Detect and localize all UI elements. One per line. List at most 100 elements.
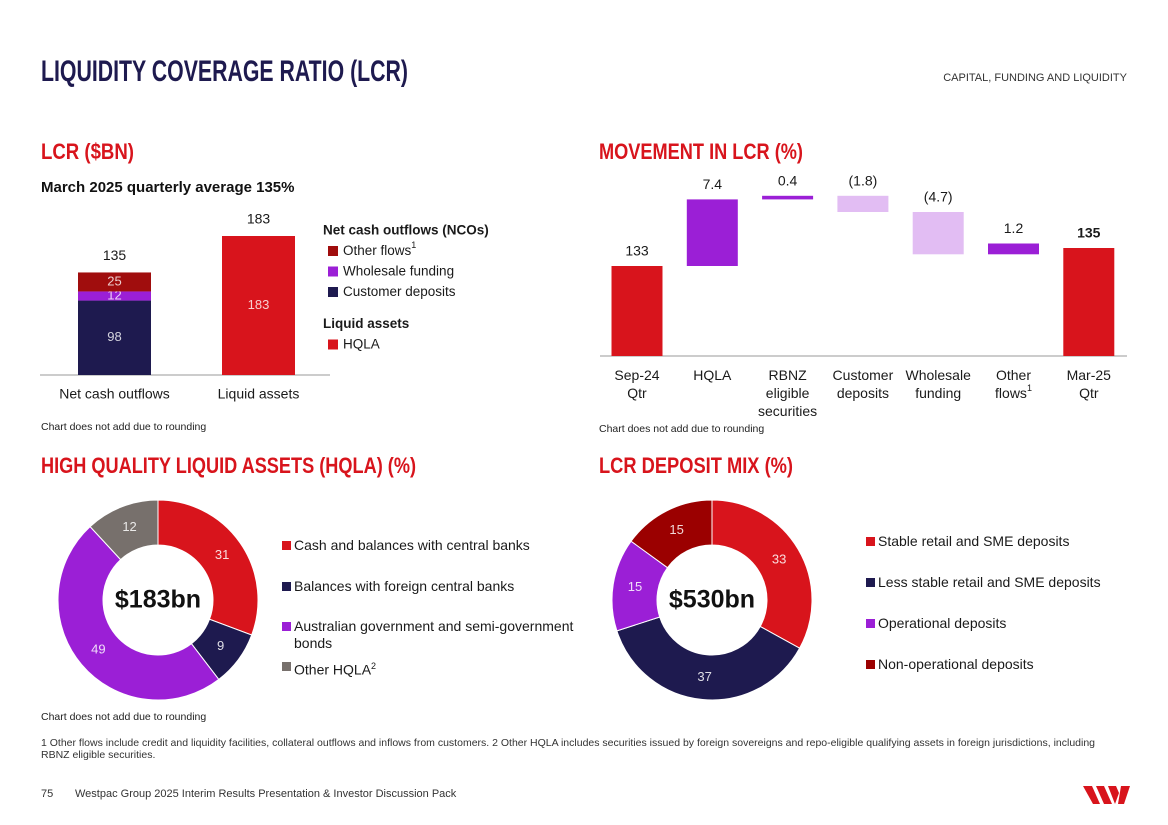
legend-swatch [328,287,338,297]
legend-label: Non-operational deposits [878,656,1034,672]
legend-item: Less stable retail and SME deposits [866,574,1168,591]
legend-swatch [328,266,338,277]
value-label: (1.8) [849,173,878,189]
x-tick-label: RBNZ eligible securities [758,367,817,419]
legend-item: Other HQLA2 [282,658,594,679]
legend-label: HQLA [343,336,380,351]
footer-text: Westpac Group 2025 Interim Results Prese… [75,788,457,800]
donut-slice [711,499,813,649]
x-tick-word: flows [995,385,1027,401]
value-label: 135 [1077,225,1101,241]
x-tick-word: Wholesale [906,367,972,383]
x-tick-word: Qtr [627,385,647,401]
legend-name: Other flows [343,243,412,258]
legend-label: Customer deposits [343,284,456,299]
legend-swatch [866,660,875,669]
legend-name: Customer deposits [343,284,456,299]
donut-slice [89,499,159,561]
chart-note: Chart does not add due to rounding [41,421,206,433]
segment-label: 25 [107,273,121,288]
x-tick-label: HQLA [693,367,732,383]
legend-label: Other flows1 [343,240,416,257]
donut-slice [157,499,259,636]
chart-note: Chart does not add due to rounding [41,711,206,723]
chart-title: LCR DEPOSIT MIX (%) [599,453,793,478]
bar [988,243,1039,255]
x-tick-word: Qtr [1079,385,1099,401]
value-label: 133 [625,243,649,259]
chart-title: HIGH QUALITY LIQUID ASSETS (HQLA) (%) [41,453,416,478]
chart-title: MOVEMENT IN LCR (%) [599,139,803,164]
legend-item: Stable retail and SME deposits [866,533,1168,550]
page-title: LIQUIDITY COVERAGE RATIO (LCR) [41,55,408,88]
legend-swatch [328,246,338,256]
legend-title: Net cash outflows (NCOs) [323,223,489,238]
superscript: 1 [411,240,416,250]
legend-item: Balances with foreign central banks [282,578,594,595]
legend-swatch [282,582,291,591]
donut-slice [630,499,713,569]
x-tick-label: Mar-25 Qtr [1067,367,1112,401]
x-tick-label: Liquid assets [218,386,300,402]
slice-label: 37 [697,669,711,684]
legend-swatch [282,662,291,671]
x-tick-word: Sep-24 [614,367,659,383]
legend-name: HQLA [343,336,380,351]
legend-label: Other HQLA [294,661,372,678]
segment-label: 98 [107,329,121,344]
chart-note: Chart does not add due to rounding [599,423,764,435]
value-label: (4.7) [924,189,953,205]
donut-slice [57,525,220,701]
legend-name: Wholesale funding [343,263,454,278]
legend-item: Cash and balances with central banks [282,537,594,554]
x-tick-word: Customer [833,367,894,383]
bar [1063,248,1115,356]
legend-swatch [328,339,338,350]
slice-label: 31 [215,547,229,562]
x-tick-label: Wholesale funding [906,367,972,401]
total-label: 183 [247,211,271,227]
legend-swatch [282,622,291,631]
legend-item: Australian government and semi-governmen… [282,618,584,652]
legend-label: Wholesale funding [343,263,454,278]
superscript: 2 [371,661,377,671]
superscript: 1 [1027,383,1032,393]
bar-segment [78,300,151,375]
center-label: $183bn [115,586,201,614]
x-tick-label: Other flows1 [995,367,1032,401]
legend-label: Stable retail and SME deposits [878,533,1070,549]
chart-subtitle: March 2025 quarterly average 135% [41,179,294,196]
legend-swatch [866,619,875,628]
total-label: 135 [103,247,127,263]
x-tick-word: RBNZ [769,367,808,383]
bar [762,195,814,200]
slice-label: 49 [91,642,105,657]
slice-label: 15 [628,579,642,594]
section-label: CAPITAL, FUNDING AND LIQUIDITY [943,72,1127,84]
bar [912,212,964,255]
x-tick-word: eligible [766,385,810,401]
chart-title: LCR ($BN) [41,139,134,164]
slice-label: 15 [669,522,683,537]
value-label: 7.4 [703,176,723,192]
x-tick-word: funding [915,385,961,401]
legend-item: Non-operational deposits [866,656,1168,673]
logo [1083,786,1130,804]
x-tick-word: Other [996,367,1031,383]
bar [686,199,738,266]
slice-label: 33 [772,552,786,567]
x-tick-label: Sep-24 Qtr [614,367,659,401]
segment-label: 183 [248,297,270,312]
legend-title: Liquid assets [323,316,409,331]
bar-segment [78,272,151,292]
bar-segment [78,291,151,301]
bar [837,195,889,212]
legend-swatch [866,578,875,587]
legend-item: Operational deposits [866,615,1168,632]
bar [611,266,663,356]
x-tick-word: Mar-25 [1067,367,1112,383]
legend-label: Cash and balances with central banks [294,537,530,553]
value-label: 1.2 [1004,220,1024,236]
